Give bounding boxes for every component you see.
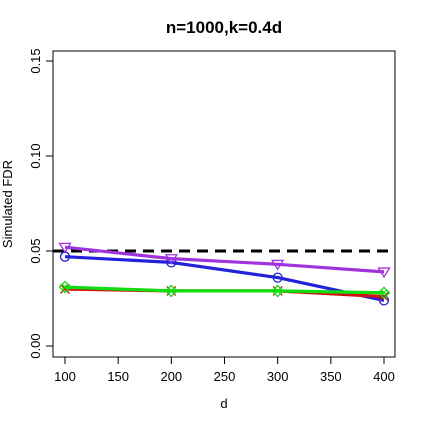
point-diamond xyxy=(271,284,285,298)
chart-title: n=1000,k=0.4d xyxy=(166,18,282,37)
x-tick-label: 150 xyxy=(107,369,129,384)
series-line xyxy=(64,245,385,274)
point-triangle xyxy=(164,254,179,265)
x-tick-label: 100 xyxy=(54,369,76,384)
x-tick-label: 250 xyxy=(214,369,236,384)
x-tick-label: 400 xyxy=(373,369,395,384)
y-tick-label: 0.00 xyxy=(28,333,43,358)
y-tick-label: 0.05 xyxy=(28,238,43,263)
x-tick-label: 350 xyxy=(320,369,342,384)
x-axis-label: d xyxy=(220,396,227,411)
point-triangle xyxy=(58,242,72,254)
x-tick-label: 300 xyxy=(267,369,289,384)
series-line xyxy=(64,285,385,295)
point-diamond xyxy=(58,280,72,294)
series-4 xyxy=(58,242,391,279)
series-3 xyxy=(58,280,391,300)
x-tick-label: 200 xyxy=(160,369,182,384)
x-axis: 100 150 200 250 300 350 400 xyxy=(54,357,395,384)
plot-frame xyxy=(52,50,396,358)
point-circle xyxy=(272,272,283,283)
point-triangle xyxy=(270,259,285,271)
point-diamond xyxy=(164,284,178,298)
series-line xyxy=(64,255,385,302)
series-layer xyxy=(58,242,391,306)
y-axis-label: Simulated FDR xyxy=(0,160,15,248)
y-tick-label: 0.15 xyxy=(28,48,43,73)
point-triangle xyxy=(377,267,391,279)
point-diamond xyxy=(377,286,391,300)
y-tick-label: 0.10 xyxy=(28,143,43,168)
y-axis: 0.00 0.05 0.10 0.15 xyxy=(28,48,53,359)
